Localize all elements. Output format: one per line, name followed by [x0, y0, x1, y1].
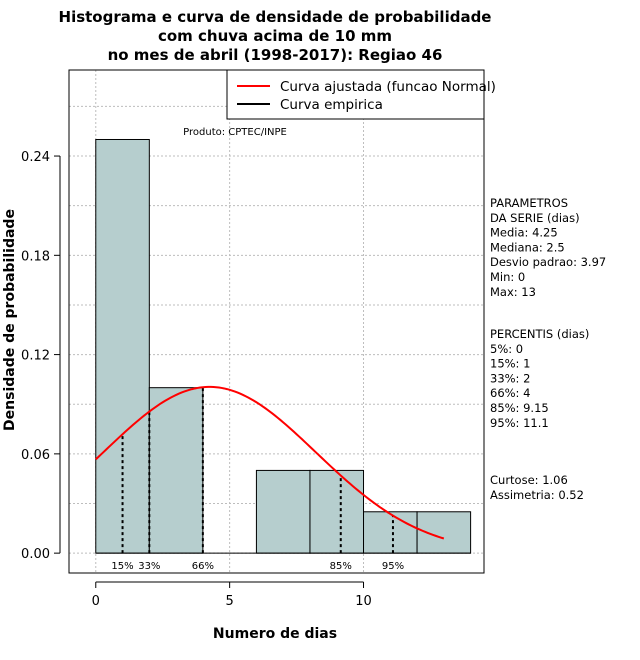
- percentile-label: 15%: [111, 561, 133, 572]
- source-note: Produto: CPTEC/INPE: [183, 127, 287, 138]
- histogram-bar: [255, 469, 311, 554]
- side-percentil-line: 95%: 11.1: [490, 416, 549, 430]
- legend-box: [226, 69, 485, 120]
- chart-title-line: no mes de abril (1998-2017): Regiao 46: [108, 46, 443, 64]
- side-stat-line: Curtose: 1.06: [490, 473, 568, 487]
- y-tick-label: 0.06: [21, 448, 50, 463]
- x-tick-label: 5: [226, 594, 234, 609]
- x-axis-title: Numero de dias: [213, 626, 337, 642]
- fitted-curve-line: [95, 385, 445, 540]
- side-stat-line: Assimetria: 0.52: [490, 488, 584, 502]
- y-tick-label: 0.12: [21, 349, 50, 364]
- percentile-label: 95%: [382, 561, 404, 572]
- percentile-label: 66%: [192, 561, 214, 572]
- side-param-line: Min: 0: [490, 270, 525, 284]
- side-param-line: Max: 13: [490, 285, 536, 299]
- side-percentil-line: PERCENTIS (dias): [490, 327, 589, 341]
- x-tick-label: 10: [355, 594, 372, 609]
- y-tick-label: 0.18: [21, 249, 50, 264]
- chart-title-line: Histograma e curva de densidade de proba…: [59, 8, 492, 26]
- histogram-bar: [148, 387, 204, 554]
- percentile-label: 33%: [138, 561, 160, 572]
- y-tick-label: 0.00: [21, 547, 50, 562]
- side-percentil-line: 85%: 9.15: [490, 401, 549, 415]
- x-tick-label: 0: [92, 594, 100, 609]
- side-param-line: DA SERIE (dias): [490, 211, 580, 225]
- histogram-bars: [95, 138, 472, 554]
- histogram-bar: [309, 469, 365, 554]
- percentile-label: 85%: [330, 561, 352, 572]
- legend-label-fitted: Curva ajustada (funcao Normal): [280, 79, 496, 95]
- axes: 0 5 10 0.00 0.06 0.12 0.18 0.24 Numero de dias De…: [2, 69, 485, 642]
- legend-label-empirical: Curva empirica: [280, 97, 383, 113]
- histogram-bar: [363, 511, 418, 554]
- side-percentil-line: 5%: 0: [490, 342, 523, 356]
- side-percentil-line: 33%: 2: [490, 371, 530, 385]
- chart-title: Histograma e curva de densidade de proba…: [59, 8, 492, 64]
- percentile-markers: 15% 33% 66% 85% 95%: [111, 387, 404, 572]
- y-axis-title: Densidade de probabilidade: [2, 209, 18, 431]
- y-tick-label: 0.24: [21, 150, 50, 165]
- legend: Curva ajustada (funcao Normal) Curva empi…: [226, 69, 496, 120]
- side-percentil-line: 15%: 1: [490, 357, 530, 371]
- side-param-line: Desvio padrao: 3.97: [490, 255, 606, 269]
- fitted-curve: [95, 385, 445, 540]
- side-percentil-line: 66%: 4: [490, 386, 530, 400]
- chart-title-line: com chuva acima de 10 mm: [158, 27, 392, 45]
- side-param-line: PARAMETROS: [490, 196, 568, 210]
- side-param-line: Media: 4.25: [490, 226, 558, 240]
- side-param-line: Mediana: 2.5: [490, 240, 565, 254]
